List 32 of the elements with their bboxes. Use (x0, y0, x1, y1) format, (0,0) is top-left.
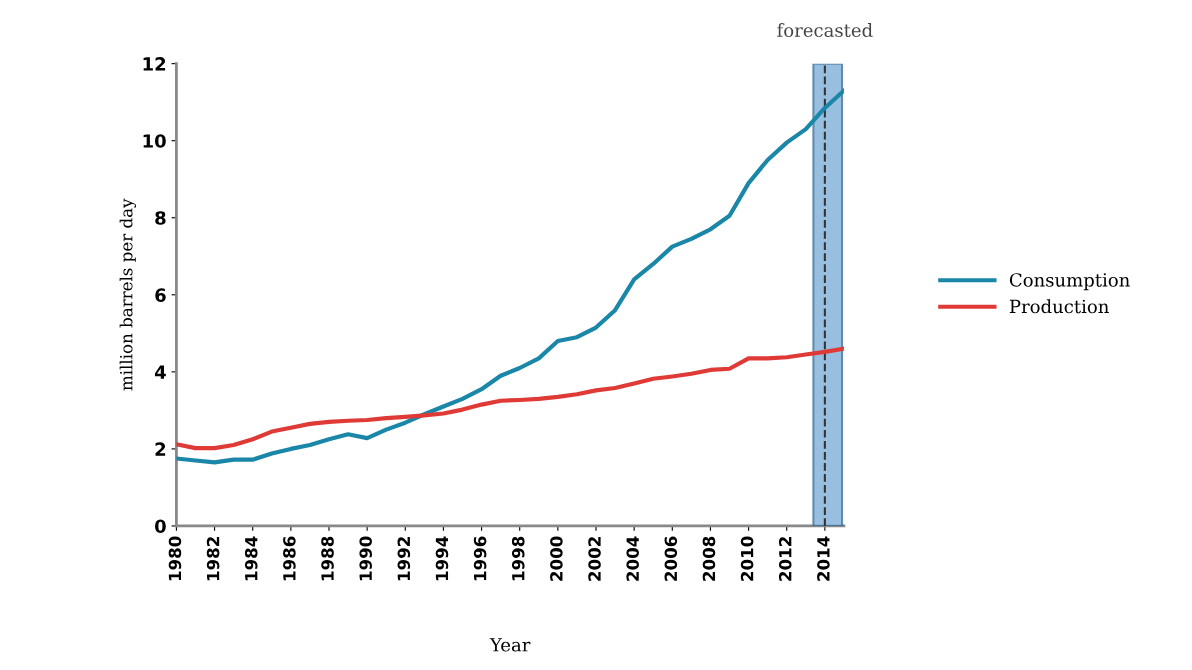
y-axis-title: million barrels per day (119, 198, 137, 391)
x-tick-label: 1990 (359, 536, 372, 581)
x-tick-label: 2002 (588, 537, 601, 581)
x-tick-label: 1986 (283, 536, 296, 581)
x-tick-label: 1994 (435, 536, 449, 581)
x-tick-label: 2000 (550, 536, 563, 581)
x-axis-title: Year (489, 638, 531, 652)
y-tick-label: 2 (155, 442, 166, 456)
x-tick-label: 2008 (702, 536, 716, 581)
y-tick-label: 10 (143, 134, 166, 148)
y-tick-label: 8 (155, 211, 166, 225)
ref-line-label: forecasted (777, 23, 873, 38)
x-tick-label: 1984 (244, 536, 258, 581)
x-tick-label: 1992 (397, 537, 411, 581)
x-tick-label: 2004 (626, 536, 639, 581)
y-tick-label: 12 (143, 57, 166, 71)
line-series (176, 88, 844, 465)
y-tick-label: 6 (155, 288, 166, 302)
x-tick-label: 1988 (321, 536, 334, 581)
x-tick-label: 1980 (168, 536, 182, 581)
line-series (176, 346, 844, 451)
y-tick-label: 4 (154, 365, 166, 379)
x-tick-label: 1996 (473, 536, 487, 581)
x-tick-label: 2012 (778, 537, 792, 581)
legend-label: Production (1009, 299, 1109, 314)
x-tick-label: 2006 (664, 536, 678, 581)
x-tick-label: 1982 (206, 537, 220, 581)
x-tick-label: 2014 (817, 536, 830, 581)
x-tick-label: 2010 (740, 536, 754, 581)
y-tick-label: 0 (154, 519, 166, 534)
legend-label: Consumption (1009, 273, 1130, 291)
x-tick-label: 1998 (511, 536, 525, 581)
